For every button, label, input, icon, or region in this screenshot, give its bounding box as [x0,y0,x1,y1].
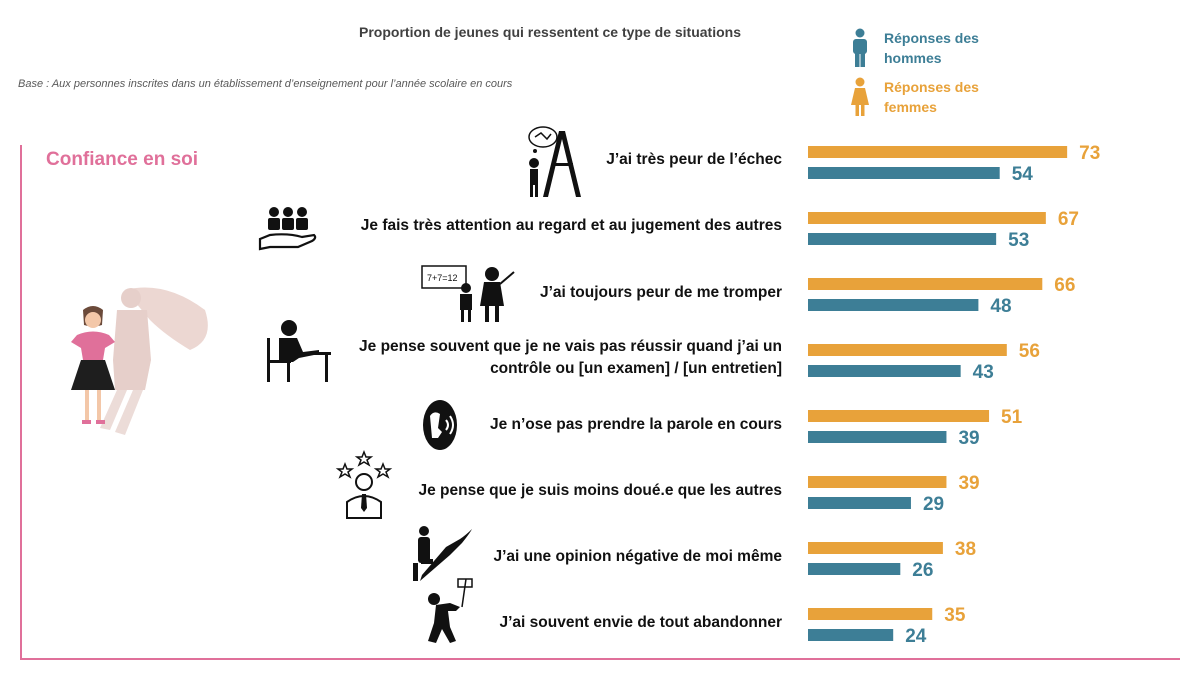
legend-women: Réponses des femmes [850,77,994,117]
row-label-4: Je pense souvent que je ne vais pas réus… [359,336,782,380]
shadow-hero-icon [413,526,472,581]
bar-men-7 [808,563,901,575]
speaking-head-icon [423,400,457,450]
bar-women-1 [808,146,1068,158]
legend-men-line2: hommes [884,50,942,66]
bar-men-6 [808,497,911,509]
bar-women-2 [808,212,1046,224]
value-label-men-6: 29 [923,494,944,515]
give-up-flag-icon [428,578,473,643]
value-label-men-8: 24 [905,626,927,647]
row-label-4-line1: Je pense souvent que je ne vais pas réus… [359,338,782,355]
value-label-women-2: 67 [1058,209,1079,230]
bar-women-5 [808,410,990,422]
row-label-6: Je pense que je suis moins doué.e que le… [418,482,782,499]
teacher-board-icon: 7+7=12 [421,265,515,322]
row-label-7: J’ai une opinion négative de moi même [493,548,782,565]
row-label-8: J’ai souvent envie de tout abandonner [499,614,783,631]
bar-men-8 [808,629,894,641]
value-label-women-3: 66 [1054,275,1075,296]
value-label-women-4: 56 [1019,341,1040,362]
value-label-men-5: 39 [958,428,979,449]
value-label-men-2: 53 [1008,230,1029,251]
legend-men: Réponses des hommes [850,28,994,68]
row-label-4-line2: contrôle ou [un examen] / [un entretien] [490,360,782,377]
man-icon [853,28,867,67]
frame-left-border [20,145,22,660]
row-label-3: J’ai toujours peur de me tromper [539,284,782,301]
value-label-men-7: 26 [912,560,933,581]
audience-hand-icon [258,207,317,251]
legend-men-line1: Réponses des [884,30,979,46]
value-label-women-7: 38 [955,539,976,560]
legend-women-line2: femmes [884,99,937,115]
bar-men-5 [808,431,947,443]
woman-icon [851,77,869,116]
base-label: Base : [18,78,50,90]
base-text: Aux personnes inscrites dans un établiss… [51,78,513,90]
legend-women-line1: Réponses des [884,79,979,95]
bar-men-4 [808,365,961,377]
row-label-5: Je n’ose pas prendre la parole en cours [489,416,782,433]
value-label-women-1: 73 [1079,143,1100,164]
failure-chalkboard-icon [528,126,581,197]
value-label-women-6: 39 [958,473,979,494]
row-label-1: J’ai très peur de l’échec [606,151,782,168]
bar-women-8 [808,608,933,620]
bar-men-3 [808,299,979,311]
row-label-2: Je fais très attention au regard et au j… [360,217,782,234]
chart-title: Proportion de jeunes qui ressentent ce t… [359,24,741,40]
bar-women-6 [808,476,947,488]
section-title: Confiance en soi [46,149,199,170]
value-label-men-1: 54 [1012,164,1034,185]
bar-men-2 [808,233,997,245]
bar-men-1 [808,167,1000,179]
value-label-women-5: 51 [1001,407,1023,428]
value-label-men-4: 43 [973,362,994,383]
svg-text:7+7=12: 7+7=12 [427,273,458,283]
student-desk-icon [267,320,331,382]
value-label-men-3: 48 [990,296,1011,317]
superhero-girl-illustration [71,287,208,435]
frame-bottom-border [20,658,1180,660]
bar-women-7 [808,542,943,554]
stars-person-icon [335,450,393,519]
bar-women-4 [808,344,1007,356]
bar-women-3 [808,278,1043,290]
value-label-women-8: 35 [944,605,966,626]
base-note: Base : Aux personnes inscrites dans un é… [18,78,512,90]
